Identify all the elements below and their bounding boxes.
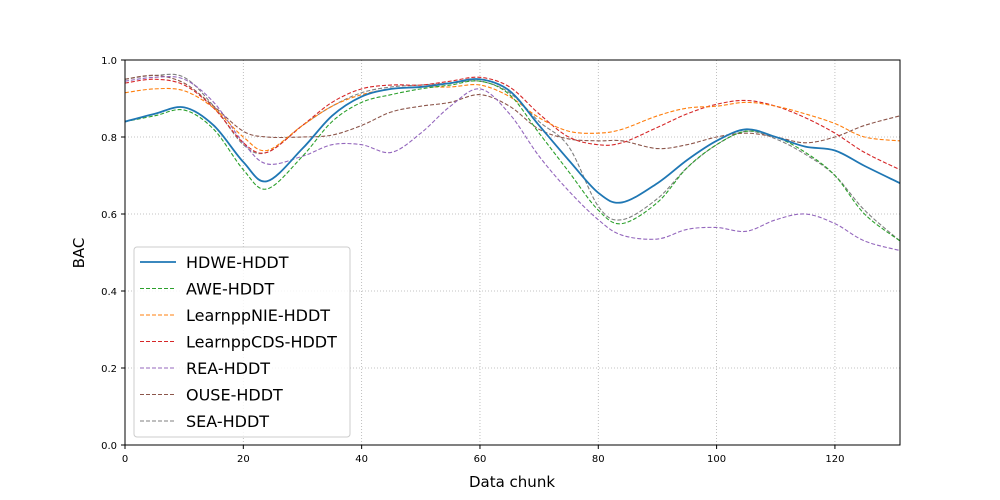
series-line-ouse-hddt xyxy=(124,74,901,150)
series-line-learnppnie-hddt xyxy=(124,84,901,152)
legend-label-hdwe-hddt: HDWE-HDDT xyxy=(186,253,289,272)
series-line-rea-hddt xyxy=(124,76,901,252)
y-tick-label: 0.2 xyxy=(101,364,117,375)
y-tick-label: 0.6 xyxy=(101,210,117,221)
legend-label-learnppnie-hddt: LearnppNIE-HDDT xyxy=(186,306,330,325)
y-axis-ticks: 0.0 0.2 0.4 0.6 0.8 1.0 xyxy=(101,56,125,452)
legend-label-ouse-hddt: OUSE-HDDT xyxy=(186,386,283,405)
x-tick-label: 80 xyxy=(592,454,605,465)
series-line-hdwe-hddt xyxy=(124,78,901,204)
x-tick-label: 60 xyxy=(474,454,487,465)
y-tick-label: 0.8 xyxy=(101,133,117,144)
y-tick-label: 1.0 xyxy=(101,56,117,67)
x-tick-label: 40 xyxy=(355,454,368,465)
series-layer xyxy=(124,73,901,252)
x-tick-label: 0 xyxy=(122,454,128,465)
series-line-learnppcds-hddt xyxy=(124,76,901,171)
legend-label-rea-hddt: REA-HDDT xyxy=(186,359,270,378)
x-tick-label: 20 xyxy=(237,454,250,465)
x-tick-label: 100 xyxy=(707,454,726,465)
legend-box xyxy=(133,246,351,438)
x-tick-label: 120 xyxy=(825,454,844,465)
legend-label-learnppcds-hddt: LearnppCDS-HDDT xyxy=(186,333,337,352)
plot-frame xyxy=(124,59,901,446)
y-tick-label: 0.4 xyxy=(101,287,117,298)
legend: HDWE-HDDT AWE-HDDT LearnppNIE-HDDT LearnppC… xyxy=(133,246,351,438)
y-tick-label: 0.0 xyxy=(101,441,117,452)
x-axis-ticks: 0 20 40 60 80 100 120 xyxy=(122,445,844,465)
series-line-sea-hddt xyxy=(124,73,901,242)
legend-label-sea-hddt: SEA-HDDT xyxy=(186,412,269,431)
x-axis-title: Data chunk xyxy=(469,473,555,491)
series-line-awe-hddt xyxy=(124,80,901,242)
legend-label-awe-hddt: AWE-HDDT xyxy=(186,280,274,299)
y-axis-title: BAC xyxy=(70,238,88,269)
